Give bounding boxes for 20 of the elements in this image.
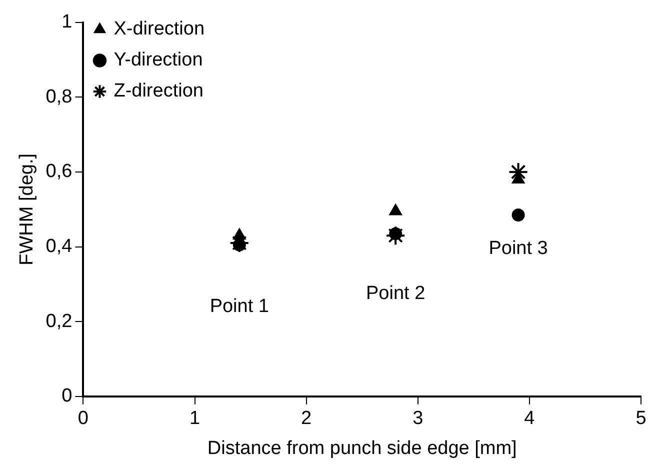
x-tick-label: 1 bbox=[189, 408, 200, 430]
y-tick-label: 0 bbox=[62, 386, 72, 407]
annotation: Point 2 bbox=[366, 282, 426, 304]
legend-label: Z-direction bbox=[114, 80, 204, 102]
y-axis-title: FWHM [deg.] bbox=[16, 153, 38, 266]
y-tick-label: 0,8 bbox=[46, 86, 72, 108]
x-tick-label: 2 bbox=[301, 408, 312, 430]
y-tick-label: 1 bbox=[62, 12, 72, 33]
legend-label: Y-direction bbox=[114, 50, 203, 71]
x-tick-label: 4 bbox=[524, 408, 536, 430]
legend-label: X-direction bbox=[114, 18, 205, 40]
y-tick-label: 0,2 bbox=[46, 310, 72, 332]
x-tick-label: 0 bbox=[78, 408, 88, 430]
annotation: Point 3 bbox=[488, 238, 548, 260]
y-tick-label: 0,4 bbox=[46, 236, 73, 258]
y-tick-label: 0,6 bbox=[46, 161, 72, 182]
x-tick-label: 5 bbox=[636, 408, 646, 430]
x-axis-title: Distance from punch side edge [mm] bbox=[207, 438, 517, 459]
x-tick-label: 3 bbox=[412, 408, 424, 430]
annotation: Point 1 bbox=[210, 296, 269, 318]
